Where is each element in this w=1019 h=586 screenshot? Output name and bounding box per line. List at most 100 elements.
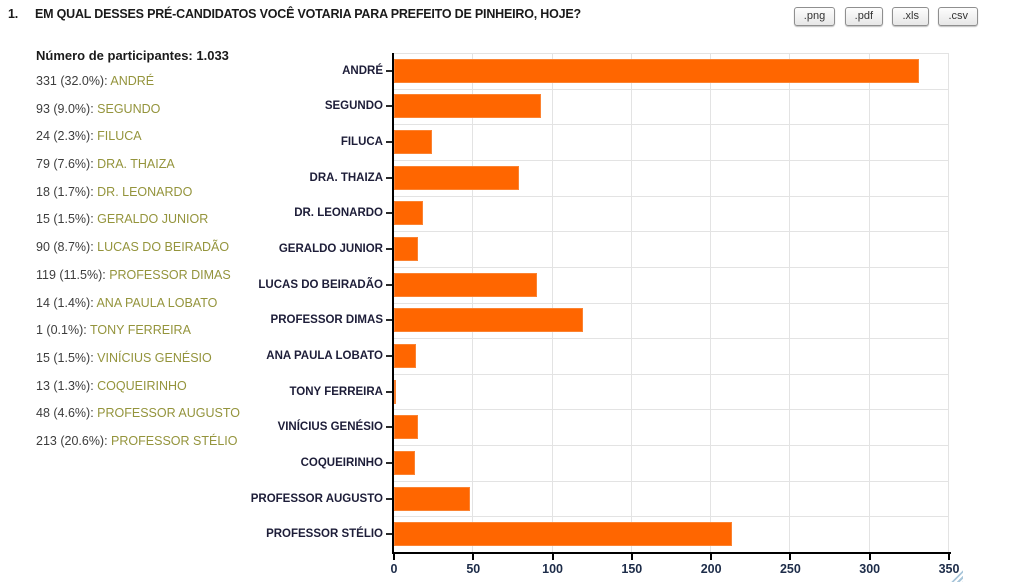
category-label: PROFESSOR AUGUSTO [250,492,383,505]
stat-count: 15 (1.5%): [36,212,98,227]
category-label: VINÍCIUS GENÉSIO [277,421,383,434]
stats-list: 331 (32.0%): ANDRÉ 93 (9.0%): SEGUNDO 24 (… [36,68,366,456]
category-label: LUCAS DO BEIRADÃO [258,278,383,291]
stat-count: 79 (7.6%): [36,157,98,172]
stat-answer-name: FILUCA [97,129,142,144]
participants-count: Número de participantes: 1.033 [36,48,229,63]
stat-answer-name: ANDRÉ [110,74,155,88]
category-label: ANA PAULA LOBATO [266,349,383,362]
gridline-h [394,338,949,340]
y-axis-line [392,53,394,554]
stat-count: 14 (1.4%): [36,295,97,310]
stat-count: 119 (11.5%): [36,267,110,282]
y-tick [386,176,392,179]
y-tick [386,105,392,108]
category-label: COQUEIRINHO [300,456,383,469]
category-label: DR. LEONARDO [294,207,383,220]
stat-item: 90 (8.7%): LUCAS DO BEIRADÃO [36,234,366,262]
x-tick-label: 300 [859,562,881,576]
x-tick [393,554,395,560]
stat-item: 48 (4.6%): PROFESSOR AUGUSTO [36,400,366,428]
bar-filuca [394,130,433,155]
question-number: 1. [8,7,19,21]
y-tick [386,248,392,251]
stat-answer-name: GERALDO JUNIOR [97,212,209,227]
y-tick [386,497,392,500]
x-tick-label: 100 [542,562,563,576]
gridline-h [394,124,949,126]
gridline-v [868,53,870,552]
stat-answer-name: ANA PAULA LOBATO [96,295,218,310]
gridline-h [394,373,949,375]
stat-answer-name: TONY FERREIRA [89,323,191,338]
bar-dra-thaiza [394,165,520,190]
x-tick-label: 250 [779,562,801,576]
gridline-h [394,231,949,233]
stat-count: 213 (20.6%): [36,433,112,448]
stat-count: 1 (0.1%): [36,323,90,338]
x-tick-label: 0 [390,562,398,576]
y-tick [386,69,392,72]
bar-ana-paula-lobato [394,343,417,368]
bar-geraldo-junior [394,237,418,262]
gridline-h [394,88,949,90]
bar-professor-st-lio [394,522,732,547]
question-title: EM QUAL DESSES PRÉ-CANDIDATOS VOCÊ VOTAR… [35,7,581,21]
export-pdf-button[interactable]: .pdf [844,7,884,26]
stat-item: 79 (7.6%): DRA. THAIZA [36,151,366,179]
stat-item: 14 (1.4%): ANA PAULA LOBATO [36,290,366,318]
stat-answer-name: DR. LEONARDO [97,184,193,199]
gridline-h [394,266,949,268]
stat-answer-name: LUCAS DO BEIRADÃO [97,240,230,255]
stat-item: 331 (32.0%): ANDRÉ [36,68,366,96]
stat-item: 1 (0.1%): TONY FERREIRA [36,317,366,345]
category-label: FILUCA [340,136,383,149]
category-label: PROFESSOR STÉLIO [266,528,383,541]
stat-count: 18 (1.7%): [36,184,98,199]
bar-segundo [394,94,542,119]
x-tick [789,554,792,560]
category-label: PROFESSOR DIMAS [270,314,383,327]
bar-professor-augusto [394,486,471,511]
stat-item: 93 (9.0%): SEGUNDO [36,96,366,124]
bar-coqueirinho [394,450,415,475]
bar-andr- [394,58,919,83]
y-tick [386,212,392,215]
x-tick [710,554,713,560]
y-tick [386,354,392,357]
export-xls-button[interactable]: .xls [892,7,929,26]
stat-count: 24 (2.3%): [36,129,98,144]
stat-answer-name: PROFESSOR AUGUSTO [97,406,240,421]
export-buttons: .png .pdf .xls .csv [789,6,978,26]
export-png-button[interactable]: .png [793,7,836,26]
export-csv-button[interactable]: .csv [938,7,978,26]
stat-item: 119 (11.5%): PROFESSOR DIMAS [36,262,366,290]
stat-answer-name: COQUEIRINHO [97,378,187,393]
gridline-h [394,195,949,197]
bar-vin-cius-gen-sio [394,415,418,440]
bar-professor-dimas [394,308,583,333]
bar-tony-ferreira [394,379,396,404]
stat-item: 15 (1.5%): GERALDO JUNIOR [36,206,366,234]
x-tick-label: 200 [700,562,722,576]
y-tick [386,426,392,429]
gridline-v [789,53,791,552]
stat-count: 331 (32.0%): [36,74,111,88]
category-label: SEGUNDO [324,100,383,113]
stat-answer-name: DRA. THAIZA [97,157,175,172]
category-label: TONY FERREIRA [289,385,383,398]
gridline-v [948,53,949,552]
stat-count: 15 (1.5%): [36,350,98,365]
stat-answer-name: PROFESSOR DIMAS [109,267,231,282]
stat-count: 48 (4.6%): [36,406,98,421]
stat-item: 18 (1.7%): DR. LEONARDO [36,179,366,207]
gridline-v [551,53,553,552]
x-tick-label: 50 [466,562,481,576]
stat-count: 93 (9.0%): [36,101,98,116]
stat-answer-name: VINÍCIUS GENÉSIO [97,350,212,365]
gridline-h [394,409,949,411]
bar-lucas-do-beirad-o [394,272,537,297]
category-label: ANDRÉ [342,64,383,77]
stat-item: 13 (1.3%): COQUEIRINHO [36,373,366,401]
